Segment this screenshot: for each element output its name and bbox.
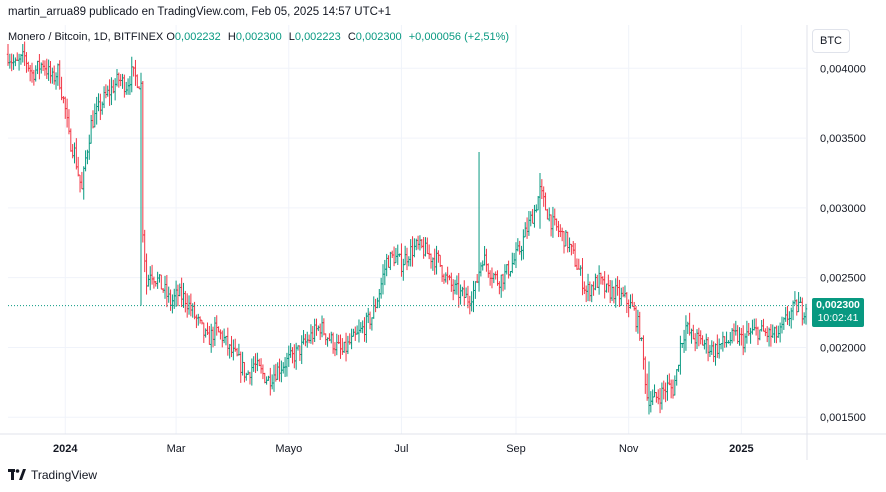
chart-frame: 0,004000 0,003500 0,003000 0,002500 0,002000… (0, 25, 886, 460)
price-chart[interactable]: 0,004000 0,003500 0,003000 0,002500 0,002000… (0, 25, 886, 460)
publish-info: martin_arrua89 publicado en TradingView.… (8, 6, 392, 18)
symbol-legend: Monero / Bitcoin, 1D, BITFINEX O0,002232… (8, 31, 513, 43)
x-tick-label: 2025 (729, 443, 753, 455)
y-tick-label: 0,002000 (820, 342, 866, 354)
x-tick-label: Nov (619, 443, 639, 455)
tradingview-logo-icon[interactable] (8, 469, 26, 481)
open-value: 0,002232 (174, 31, 221, 43)
y-tick-label: 0,002500 (820, 273, 866, 285)
low-value: 0,002223 (294, 31, 341, 43)
x-tick-label: Sep (506, 443, 526, 455)
x-tick-label: Jul (394, 443, 408, 455)
high-value: 0,002300 (235, 31, 282, 43)
last-price-badge: 0,002300 10:02:41 (812, 298, 864, 327)
y-tick-label: 0,003500 (820, 133, 866, 145)
high-label: H (227, 31, 236, 43)
symbol-title[interactable]: Monero / Bitcoin, 1D, BITFINEX (8, 31, 164, 43)
y-tick-label: 0,003000 (820, 203, 866, 215)
change-value: +0,000056 (+2,51%) (408, 31, 510, 43)
close-label: C (347, 31, 356, 43)
bar-countdown: 10:02:41 (817, 312, 859, 324)
footer: TradingView (8, 468, 97, 482)
y-tick-label: 0,004000 (820, 63, 866, 75)
x-tick-label: Mar (167, 443, 186, 455)
low-label: L (288, 31, 295, 43)
close-value: 0,002300 (355, 31, 402, 43)
y-tick-label: 0,001500 (820, 412, 866, 424)
footer-brand[interactable]: TradingView (31, 468, 98, 482)
x-tick-label: Mayo (275, 443, 302, 455)
open-label: O (166, 31, 175, 43)
x-tick-label: 2024 (53, 443, 78, 455)
last-price-value: 0,002300 (816, 299, 860, 311)
currency-button[interactable]: BTC (812, 29, 850, 53)
